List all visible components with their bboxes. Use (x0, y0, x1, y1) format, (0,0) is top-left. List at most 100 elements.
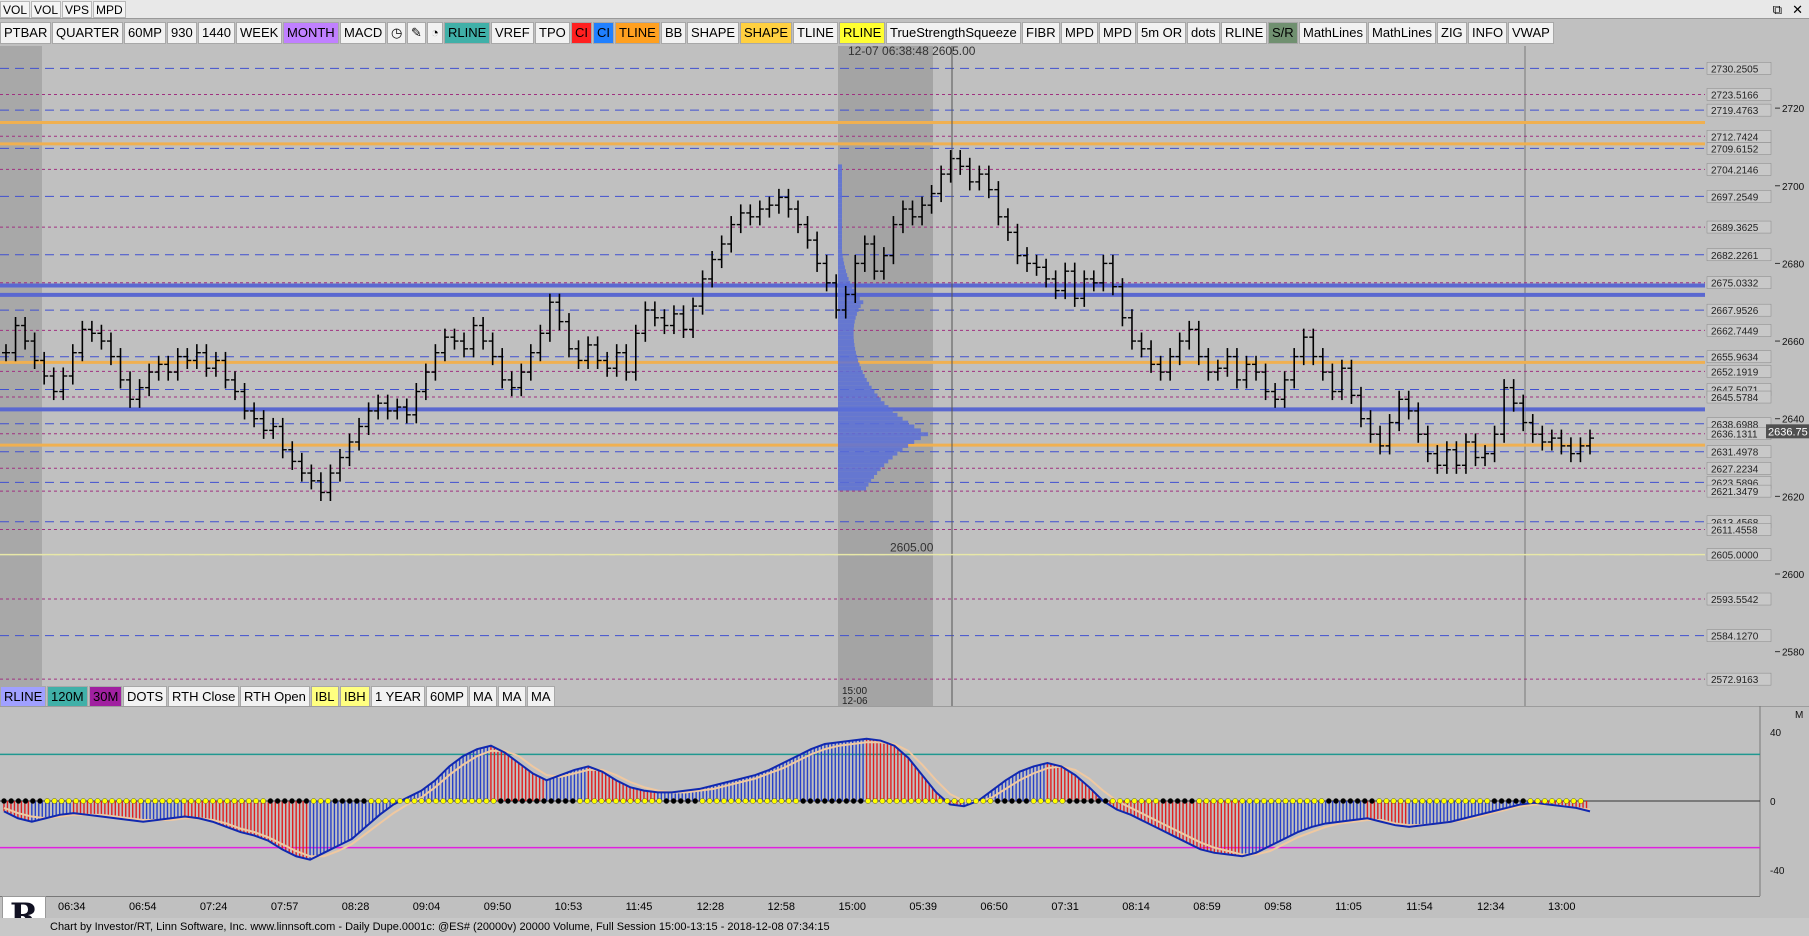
level-tag (1706, 324, 1772, 337)
squeeze-dot (1542, 798, 1548, 804)
level-label: 2621.3479 (1711, 487, 1759, 498)
btn-mpd[interactable]: MPD (93, 1, 126, 18)
volume-profile-bar (838, 370, 863, 375)
btn-rth-open[interactable]: RTH Open (240, 686, 310, 708)
btn-bb[interactable]: BB (661, 22, 687, 44)
btn-mathlines[interactable]: MathLines (1368, 22, 1436, 44)
btn-rline[interactable]: RLINE (839, 22, 886, 44)
squeeze-dot (1455, 798, 1462, 804)
btn-vps[interactable]: VPS (62, 1, 93, 18)
btn-fibr[interactable]: FIBR (1022, 22, 1060, 44)
btn-ci[interactable]: CI (571, 22, 592, 44)
btn-rline[interactable]: RLINE (1221, 22, 1268, 44)
squeeze-dot (670, 798, 677, 804)
level-label: 2689.3625 (1711, 223, 1759, 234)
btn-ci[interactable]: CI (593, 22, 614, 44)
squeeze-dot (1038, 798, 1044, 804)
level-label: 2605.0000 (1711, 551, 1759, 562)
btn-week[interactable]: WEEK (236, 22, 283, 44)
btn-5m-or[interactable]: 5m OR (1137, 22, 1187, 44)
squeeze-dot (706, 798, 713, 804)
squeeze-dot (375, 798, 382, 804)
btn-ptbar[interactable]: PTBAR (0, 22, 52, 44)
price-chart[interactable]: 2730.2505 2723.5166 2719.4763 2712.74242709… (0, 46, 1809, 706)
squeeze-dot (209, 798, 216, 804)
squeeze-dot (1506, 798, 1512, 804)
timer-icon[interactable]: ◔ (427, 22, 443, 44)
squeeze-dot (822, 798, 828, 804)
btn-tline[interactable]: TLINE (793, 22, 838, 44)
squeeze-dot (692, 798, 699, 804)
squeeze-dot (534, 798, 540, 804)
volume-profile-bar (838, 179, 842, 184)
macd-chart[interactable]: 40 0 -40 M (0, 706, 1809, 896)
btn-shape[interactable]: SHAPE (687, 22, 740, 44)
btn-tpo[interactable]: TPO (535, 22, 570, 44)
btn-ibl[interactable]: IBL (311, 686, 339, 708)
btn-tline[interactable]: TLINE (615, 22, 660, 44)
volume-profile-bar (838, 226, 842, 231)
level-label: 2611.4558 (1711, 526, 1758, 537)
squeeze-dot (526, 798, 533, 804)
btn-ibh[interactable]: IBH (340, 686, 370, 708)
btn-mpd[interactable]: MPD (1099, 22, 1136, 44)
btn-vol[interactable]: VOL (31, 1, 62, 18)
btn-60mp[interactable]: 60MP (426, 686, 468, 708)
btn-120m[interactable]: 120M (47, 686, 88, 708)
btn-ma[interactable]: MA (469, 686, 497, 708)
btn-quarter[interactable]: QUARTER (52, 22, 124, 44)
volume-profile-bar (838, 362, 860, 367)
btn-mpd[interactable]: MPD (1061, 22, 1098, 44)
squeeze-dot (137, 798, 144, 804)
btn-mathlines[interactable]: MathLines (1299, 22, 1367, 44)
squeeze-dot (238, 798, 245, 804)
restore-window-icon[interactable]: ⧉ (1772, 1, 1783, 17)
time-tick-label: 07:57 (270, 901, 299, 913)
volume-profile-bar (838, 471, 878, 475)
btn-vwap[interactable]: VWAP (1508, 22, 1554, 44)
squeeze-dot (368, 798, 375, 804)
btn-month[interactable]: MONTH (283, 22, 339, 44)
volume-profile-bar (838, 385, 872, 390)
squeeze-dot (224, 798, 230, 804)
time-tick-label: 06:54 (128, 901, 157, 913)
squeeze-dot (1376, 798, 1382, 804)
btn-truestrengthsqueeze[interactable]: TrueStrengthSqueeze (886, 22, 1021, 44)
btn-zig[interactable]: ZIG (1437, 22, 1467, 44)
squeeze-dot (102, 798, 108, 804)
btn-930[interactable]: 930 (167, 22, 197, 44)
btn-vol[interactable]: VOL (0, 1, 31, 18)
btn-rline[interactable]: RLINE (0, 686, 47, 708)
btn-shape[interactable]: SHAPE (740, 22, 793, 44)
btn-vref[interactable]: VREF (491, 22, 534, 44)
btn-rth-close[interactable]: RTH Close (168, 686, 240, 708)
btn-1440[interactable]: 1440 (198, 22, 235, 44)
btn-macd[interactable]: MACD (340, 22, 387, 44)
close-window-icon[interactable]: ✕ (1792, 1, 1803, 17)
btn-ma[interactable]: MA (498, 686, 526, 708)
volume-profile-bar (838, 346, 856, 351)
pencil-icon[interactable]: ✎ (407, 22, 426, 44)
y-tick-label: 2580 (1782, 648, 1805, 659)
btn-60mp[interactable]: 60MP (124, 22, 166, 44)
btn-dots[interactable]: dots (1187, 22, 1220, 44)
squeeze-dot (274, 798, 281, 804)
btn-ma[interactable]: MA (527, 686, 555, 708)
btn-info[interactable]: INFO (1468, 22, 1508, 44)
btn-s-r[interactable]: S/R (1268, 22, 1298, 44)
volume-profile-bar (838, 482, 869, 487)
squeeze-dot (1268, 798, 1274, 804)
macd-line (3, 737, 1591, 861)
btn-rline[interactable]: RLINE (444, 22, 491, 44)
volume-profile-bar (838, 409, 893, 413)
clock-icon[interactable]: ◷ (387, 22, 407, 44)
btn-1-year[interactable]: 1 YEAR (371, 686, 426, 708)
btn-30m[interactable]: 30M (89, 686, 123, 708)
btn-dots[interactable]: DOTS (123, 686, 168, 708)
squeeze-dot (497, 798, 504, 804)
volume-profile-bar (838, 475, 874, 479)
time-tick-label: 09:04 (412, 901, 441, 913)
volume-profile-bar (838, 214, 842, 219)
level-label: 2662.7449 (1711, 326, 1759, 337)
squeeze-dot (1419, 798, 1426, 804)
